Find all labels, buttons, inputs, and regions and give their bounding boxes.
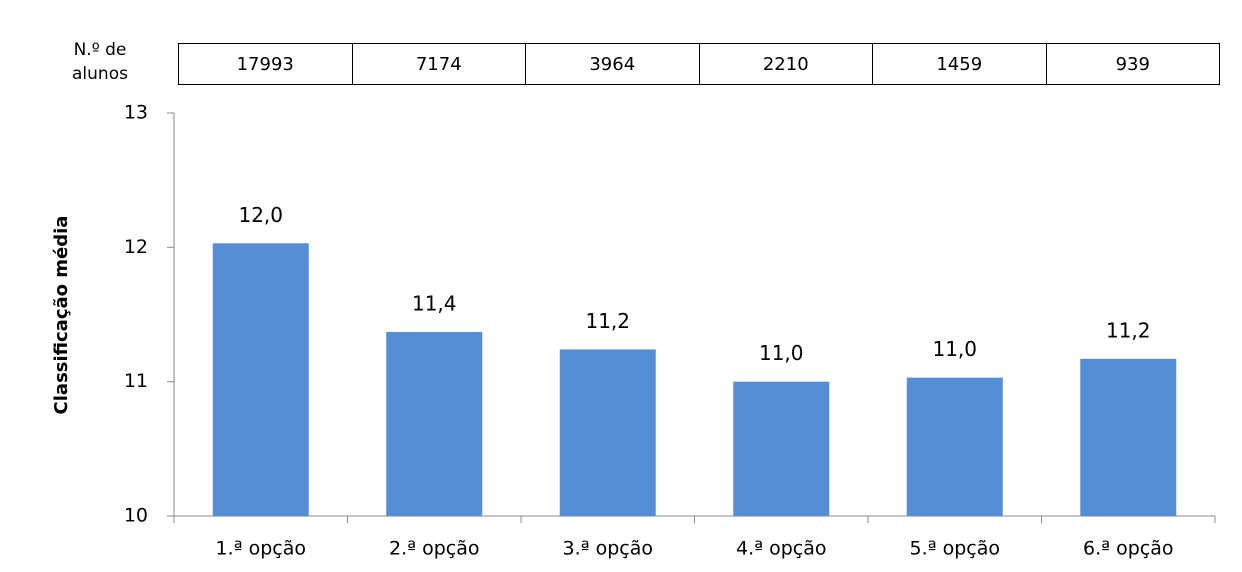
- y-axis-label: Classificação média: [51, 216, 72, 415]
- student-count: 1459: [872, 44, 1046, 84]
- value-label: 11,0: [759, 341, 804, 365]
- bar: [559, 349, 656, 516]
- student-count: 7174: [351, 44, 526, 84]
- table-label: N.º de alunos: [72, 40, 128, 84]
- x-tick-label: 6.ª opção: [1083, 538, 1174, 560]
- x-tick-label: 4.ª opção: [736, 538, 827, 560]
- value-label: 11,2: [1106, 318, 1151, 342]
- student-table: 17993 7174 3964 2210 1459 939: [178, 43, 1220, 85]
- bar: [733, 381, 830, 516]
- x-tick-label: 1.ª opção: [215, 538, 306, 560]
- bar: [1080, 358, 1177, 516]
- bar: [386, 331, 483, 516]
- bar: [212, 243, 309, 516]
- x-tick-label: 5.ª opção: [909, 538, 1000, 560]
- y-tick-label: 10: [124, 505, 148, 527]
- value-label: 11,0: [932, 337, 977, 361]
- student-count: 2210: [698, 44, 873, 84]
- y-tick-label: 12: [124, 236, 148, 258]
- value-label: 12,0: [238, 203, 283, 227]
- student-count: 3964: [525, 44, 699, 84]
- x-tick-label: 3.ª opção: [562, 538, 653, 560]
- value-label: 11,2: [585, 309, 630, 333]
- x-tick-label: 2.ª opção: [389, 538, 480, 560]
- student-count: 17993: [236, 53, 294, 75]
- student-count: 939: [1045, 44, 1220, 84]
- y-tick-label: 13: [124, 102, 148, 124]
- bar: [906, 377, 1003, 516]
- value-label: 11,4: [412, 291, 457, 315]
- y-tick-label: 11: [124, 370, 148, 392]
